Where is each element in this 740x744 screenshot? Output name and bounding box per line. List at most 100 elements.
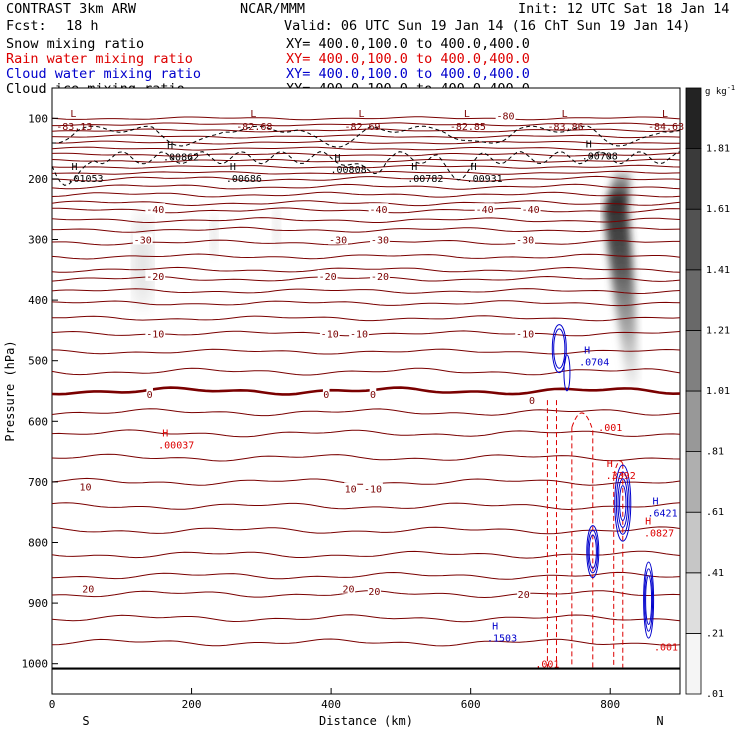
- temperature-label-bg: [368, 203, 389, 215]
- temperature-label: -10: [364, 485, 382, 496]
- x-tick-label: 600: [461, 698, 481, 711]
- cloud-water-contour: [587, 529, 599, 574]
- temperature-label: -40: [370, 205, 388, 216]
- temperature-label: -10: [350, 329, 368, 340]
- temperature-label-bg: [78, 480, 93, 492]
- temperature-label-bg: [369, 388, 377, 400]
- isotherm-0c: [52, 386, 680, 396]
- rain-value: .001: [535, 659, 559, 670]
- isotherm-line: [52, 502, 680, 511]
- isotherm-line: [52, 116, 680, 121]
- isotherm-line: [52, 253, 680, 260]
- isotherm-line: [52, 638, 680, 647]
- isotherm-line: [52, 183, 680, 190]
- colorbar-swatch: [685, 390, 702, 452]
- minimum-marker: L: [359, 109, 365, 120]
- minimum-marker: L: [250, 109, 256, 120]
- cloud-water-contour: [588, 534, 597, 569]
- colorbar-label: .21: [706, 628, 724, 639]
- isotherm-line: [52, 217, 680, 224]
- temperature-label: -40: [146, 205, 164, 216]
- isotherm-line: [52, 288, 680, 295]
- cloud-water-contour: [614, 464, 632, 542]
- cloud-water-contour: [615, 471, 630, 535]
- isotherm-line: [52, 300, 680, 307]
- temperature-label-bg: [517, 588, 531, 600]
- ice-max-value: .00808: [330, 165, 366, 176]
- colorbar-label: .81: [706, 447, 724, 458]
- colorbar-swatch: [685, 148, 702, 210]
- rain-water-contours: [546, 400, 624, 668]
- ice-max-marker: H: [167, 141, 173, 152]
- temperature-label: 0: [529, 396, 535, 407]
- temperature-label: -10: [516, 329, 534, 340]
- cloud-water-value: .6421: [648, 508, 678, 519]
- temperature-label: -20: [319, 272, 337, 283]
- rain-max-marker: H: [162, 429, 168, 440]
- cloud-water-contour: [586, 525, 600, 579]
- cloud-water-max-marker: H: [653, 496, 659, 507]
- y-tick-label: 500: [28, 355, 48, 368]
- isotherm-line: [52, 315, 680, 322]
- y-tick-label: 900: [28, 597, 48, 610]
- temperature-label-bg: [145, 269, 166, 281]
- forecast-hour: 18 h: [66, 18, 99, 34]
- minimum-marker: L: [662, 109, 668, 120]
- temperature-label: -20: [146, 272, 164, 283]
- colorbar-label: .01: [706, 689, 724, 700]
- temperature-label-bg: [495, 109, 516, 121]
- x-axis-end-label: N: [656, 714, 663, 728]
- temperature-label: -80: [497, 111, 515, 122]
- temperature-label-bg: [344, 482, 358, 494]
- y-tick-label: 1000: [22, 658, 49, 671]
- temperature-label-bg: [317, 269, 338, 281]
- valid-time: Valid: 06 UTC Sun 19 Jan 14 (16 ChT Sun …: [284, 18, 690, 34]
- colorbar-swatch: [685, 572, 702, 634]
- temperature-label-bg: [145, 327, 166, 339]
- colorbar-swatch: [685, 269, 702, 331]
- colorbar-swatch: [685, 511, 702, 574]
- init-time: Init: 12 UTC Sat 18 Jan 14: [518, 1, 729, 17]
- colorbar-swatch: [685, 451, 702, 513]
- cloud-water-max-marker: H: [584, 346, 590, 357]
- ice-max-value: .00931: [467, 174, 503, 185]
- colorbar-label: 1.41: [706, 265, 730, 276]
- cloud-water-max-marker: H: [492, 621, 498, 632]
- temperature-label: -30: [516, 236, 534, 247]
- colorbar-units: g kg-1: [705, 84, 735, 97]
- y-tick-label: 700: [28, 476, 48, 489]
- isotherm-line: [52, 408, 680, 417]
- cloud-water-contour: [645, 575, 653, 625]
- colorbar-swatch: [685, 208, 702, 271]
- ice-max-marker: H: [411, 162, 417, 173]
- cloud-water-contour: [643, 561, 655, 639]
- temperature-label: -30: [329, 236, 347, 247]
- temperature-label: 0: [147, 390, 153, 401]
- rain-value: .001: [598, 423, 622, 434]
- snow-patch: [209, 214, 218, 259]
- rain-value: .00037: [158, 441, 194, 452]
- isotherm-line: [52, 128, 680, 133]
- cloud-water-contour: [619, 485, 627, 522]
- ice-contour-line: [52, 125, 680, 148]
- colorbar: .01 .21 .41 .61 .81 1.01 1.21 1.41 1.61 1.81 g kg-…: [685, 84, 735, 700]
- legend-field-xy: XY= 400.0,100.0 to 400.0,400.0: [286, 36, 530, 52]
- temperature-label-bg: [341, 582, 356, 594]
- isotherm-line: [52, 429, 680, 438]
- isotherm-line: [52, 453, 680, 462]
- rain-value: .3392: [606, 471, 636, 482]
- temperature-label: 20: [343, 585, 355, 596]
- snow-patch: [132, 212, 153, 309]
- cloud-water-contour: [617, 478, 629, 528]
- temperature-label: 20: [82, 585, 94, 596]
- temperature-label: 20: [368, 587, 380, 598]
- isotherm-line: [52, 164, 680, 169]
- rain-value: .0827: [644, 528, 674, 539]
- temperature-label: -30: [371, 236, 389, 247]
- ice-max-value: .00686: [226, 174, 262, 185]
- header: CONTRAST 3km ARW NCAR/MMM Init: 12 UTC S…: [6, 1, 729, 97]
- ice-max-marker: H: [335, 153, 341, 164]
- temperature-label-bg: [367, 584, 381, 596]
